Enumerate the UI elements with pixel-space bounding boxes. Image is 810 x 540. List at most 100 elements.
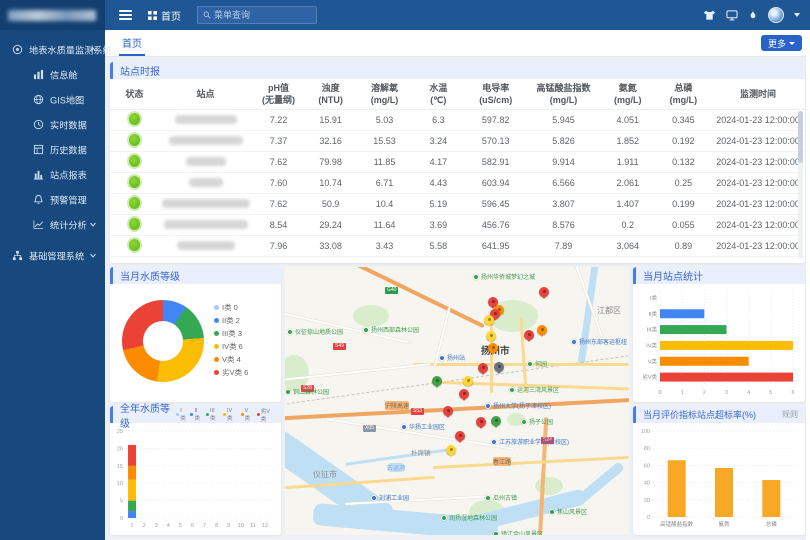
- map-station-pin[interactable]: [459, 389, 469, 399]
- road-shield: S53: [411, 408, 424, 415]
- table-row[interactable]: 7.96 33.08 3.43 5.58 641.95 7.89 3.064 0…: [110, 235, 805, 256]
- rules-link[interactable]: 规则: [782, 409, 798, 420]
- sidebar-item-base-system[interactable]: 基础管理系统: [0, 243, 105, 268]
- poi-green-icon: [527, 361, 533, 367]
- map-station-pin[interactable]: [432, 376, 442, 386]
- cell-turbidity: 50.9: [305, 193, 357, 214]
- search-input[interactable]: [214, 10, 311, 20]
- map-label: 江苏旅游职业学院(新校区): [491, 437, 569, 446]
- table-row[interactable]: 7.37 32.16 15.53 3.24 570.13 5.826 1.852…: [110, 130, 805, 151]
- breadcrumb-home[interactable]: 首页: [148, 8, 181, 23]
- svg-text:80: 80: [644, 446, 650, 452]
- table-row[interactable]: 7.62 79.98 11.85 4.17 582.91 9.914 1.911…: [110, 151, 805, 172]
- water-drop-icon[interactable]: [748, 9, 758, 21]
- chevron-down-icon: [789, 42, 795, 45]
- menu-collapse-icon[interactable]: [119, 8, 132, 22]
- table-row[interactable]: 7.60 10.74 6.71 4.43 603.94 6.566 2.061 …: [110, 172, 805, 193]
- map-station-pin[interactable]: [463, 376, 473, 386]
- sidebar-item-alert-management[interactable]: 预警管理: [0, 187, 105, 212]
- road-shield: X05: [363, 425, 376, 432]
- sidebar-item-label: GIS地图: [50, 93, 84, 107]
- poi-green-icon: [285, 389, 291, 395]
- table-row[interactable]: 8.54 29.24 11.64 3.69 456.76 8.576 0.2 0…: [110, 214, 805, 235]
- theme-skin-icon[interactable]: [703, 10, 716, 21]
- svg-text:7: 7: [203, 523, 206, 529]
- status-online-dot: [129, 155, 140, 167]
- cell-time: 2024-01-23 12:00:00: [711, 172, 805, 193]
- table-scrollbar[interactable]: [798, 111, 803, 259]
- svg-text:5: 5: [179, 523, 182, 529]
- cell-do: 11.85: [357, 151, 413, 172]
- more-button-label: 更多: [768, 37, 786, 50]
- map-station-pin[interactable]: [537, 325, 547, 335]
- map-station-pin[interactable]: [476, 417, 486, 427]
- cell-turbidity: 29.24: [305, 214, 357, 235]
- topbar-actions: [703, 7, 810, 23]
- svg-text:11: 11: [250, 523, 256, 529]
- fullscreen-icon[interactable]: [726, 10, 738, 21]
- map-label: 扬州大学(扬子津校区): [485, 401, 551, 410]
- map-station-pin[interactable]: [478, 363, 488, 373]
- svg-text:氨氮: 氨氮: [718, 520, 730, 528]
- sidebar-item-realtime-data[interactable]: 实时数据: [0, 112, 105, 137]
- map-station-pin[interactable]: [486, 331, 496, 341]
- svg-text:9: 9: [227, 523, 230, 529]
- cell-nh3n: 1.911: [600, 151, 656, 172]
- trend-chart-icon: [33, 219, 44, 230]
- poi-green-icon: [549, 509, 555, 515]
- sidebar-item-history-data[interactable]: 历史数据: [0, 137, 105, 162]
- svg-text:IV类: IV类: [646, 341, 657, 349]
- map-label: 扬子公园: [521, 417, 553, 426]
- legend-item: IV类: [223, 408, 237, 422]
- sidebar-item-info[interactable]: 信息舱: [0, 62, 105, 87]
- cell-codmn: 6.566: [527, 172, 600, 193]
- cell-codmn: 7.89: [527, 235, 600, 256]
- cell-tp: 0.192: [656, 130, 712, 151]
- menu-search[interactable]: [197, 6, 317, 24]
- map-label: 扬州华侨城梦幻之城: [473, 272, 535, 281]
- map[interactable]: 扬州市江都区仪征市朴席镇沪陕高速春江路古运河扬州站扬州大学(扬子津校区)华扬工业…: [285, 267, 629, 535]
- cell-tp: 0.89: [656, 235, 712, 256]
- map-station-pin[interactable]: [488, 343, 498, 353]
- svg-text:8: 8: [215, 523, 218, 529]
- svg-text:6: 6: [791, 390, 794, 396]
- sidebar-item-system-root[interactable]: 地表水质量监测系统: [0, 37, 105, 62]
- table-row[interactable]: 7.22 15.91 5.03 6.3 597.82 5.945 4.051 0…: [110, 109, 805, 130]
- table-header: 状态 站点 pH值(无量纲) 浊度(NTU) 溶解氧(mg/L) 水温(℃) 电…: [110, 79, 805, 109]
- map-station-pin[interactable]: [484, 315, 494, 325]
- user-menu-chevron-icon[interactable]: [794, 13, 800, 17]
- poi-green-icon: [287, 329, 293, 335]
- map-label: 运河三湾风景区: [509, 385, 559, 394]
- left-column: 当月水质等级 I类 0II类 2III类 3IV类 6V类 4劣V类 6 全年水…: [110, 267, 281, 535]
- map-station-pin[interactable]: [494, 362, 504, 372]
- map-station-pin[interactable]: [443, 406, 453, 416]
- map-station-pin[interactable]: [455, 431, 465, 441]
- legend-item: 劣V类 6: [214, 366, 248, 379]
- cell-codmn: 8.576: [527, 214, 600, 235]
- svg-text:II类: II类: [648, 310, 657, 318]
- svg-text:1: 1: [131, 523, 134, 529]
- map-station-pin[interactable]: [446, 445, 456, 455]
- map-road: [538, 417, 549, 535]
- svg-text:10: 10: [117, 481, 123, 487]
- sidebar-item-station-report[interactable]: 站点报表: [0, 162, 105, 187]
- user-avatar[interactable]: [768, 7, 784, 23]
- tab-home[interactable]: 首页: [119, 30, 145, 56]
- table-row[interactable]: 7.62 50.9 10.4 5.19 596.45 3.807 1.407 0…: [110, 193, 805, 214]
- sidebar-item-gis-map[interactable]: GIS地图: [0, 87, 105, 112]
- map-station-pin[interactable]: [524, 330, 534, 340]
- map-park-area: [535, 477, 563, 495]
- map-station-pin[interactable]: [491, 416, 501, 426]
- sidebar-item-statistics[interactable]: 统计分析: [0, 212, 105, 237]
- logo-redacted: [8, 10, 96, 21]
- panel-header: 站点时报: [110, 62, 805, 79]
- sidebar-menu: 地表水质量监测系统 信息舱 GIS地图 实时数据 历史数据 站点报表: [0, 30, 105, 268]
- map-station-pin[interactable]: [539, 287, 549, 297]
- map-label: 沪陕高速: [385, 401, 409, 410]
- more-button[interactable]: 更多: [761, 35, 802, 51]
- station-name-redacted: [164, 220, 248, 229]
- poi-green-icon: [509, 387, 515, 393]
- cell-do: 3.43: [357, 235, 413, 256]
- cell-turbidity: 15.91: [305, 109, 357, 130]
- svg-text:12: 12: [262, 523, 268, 529]
